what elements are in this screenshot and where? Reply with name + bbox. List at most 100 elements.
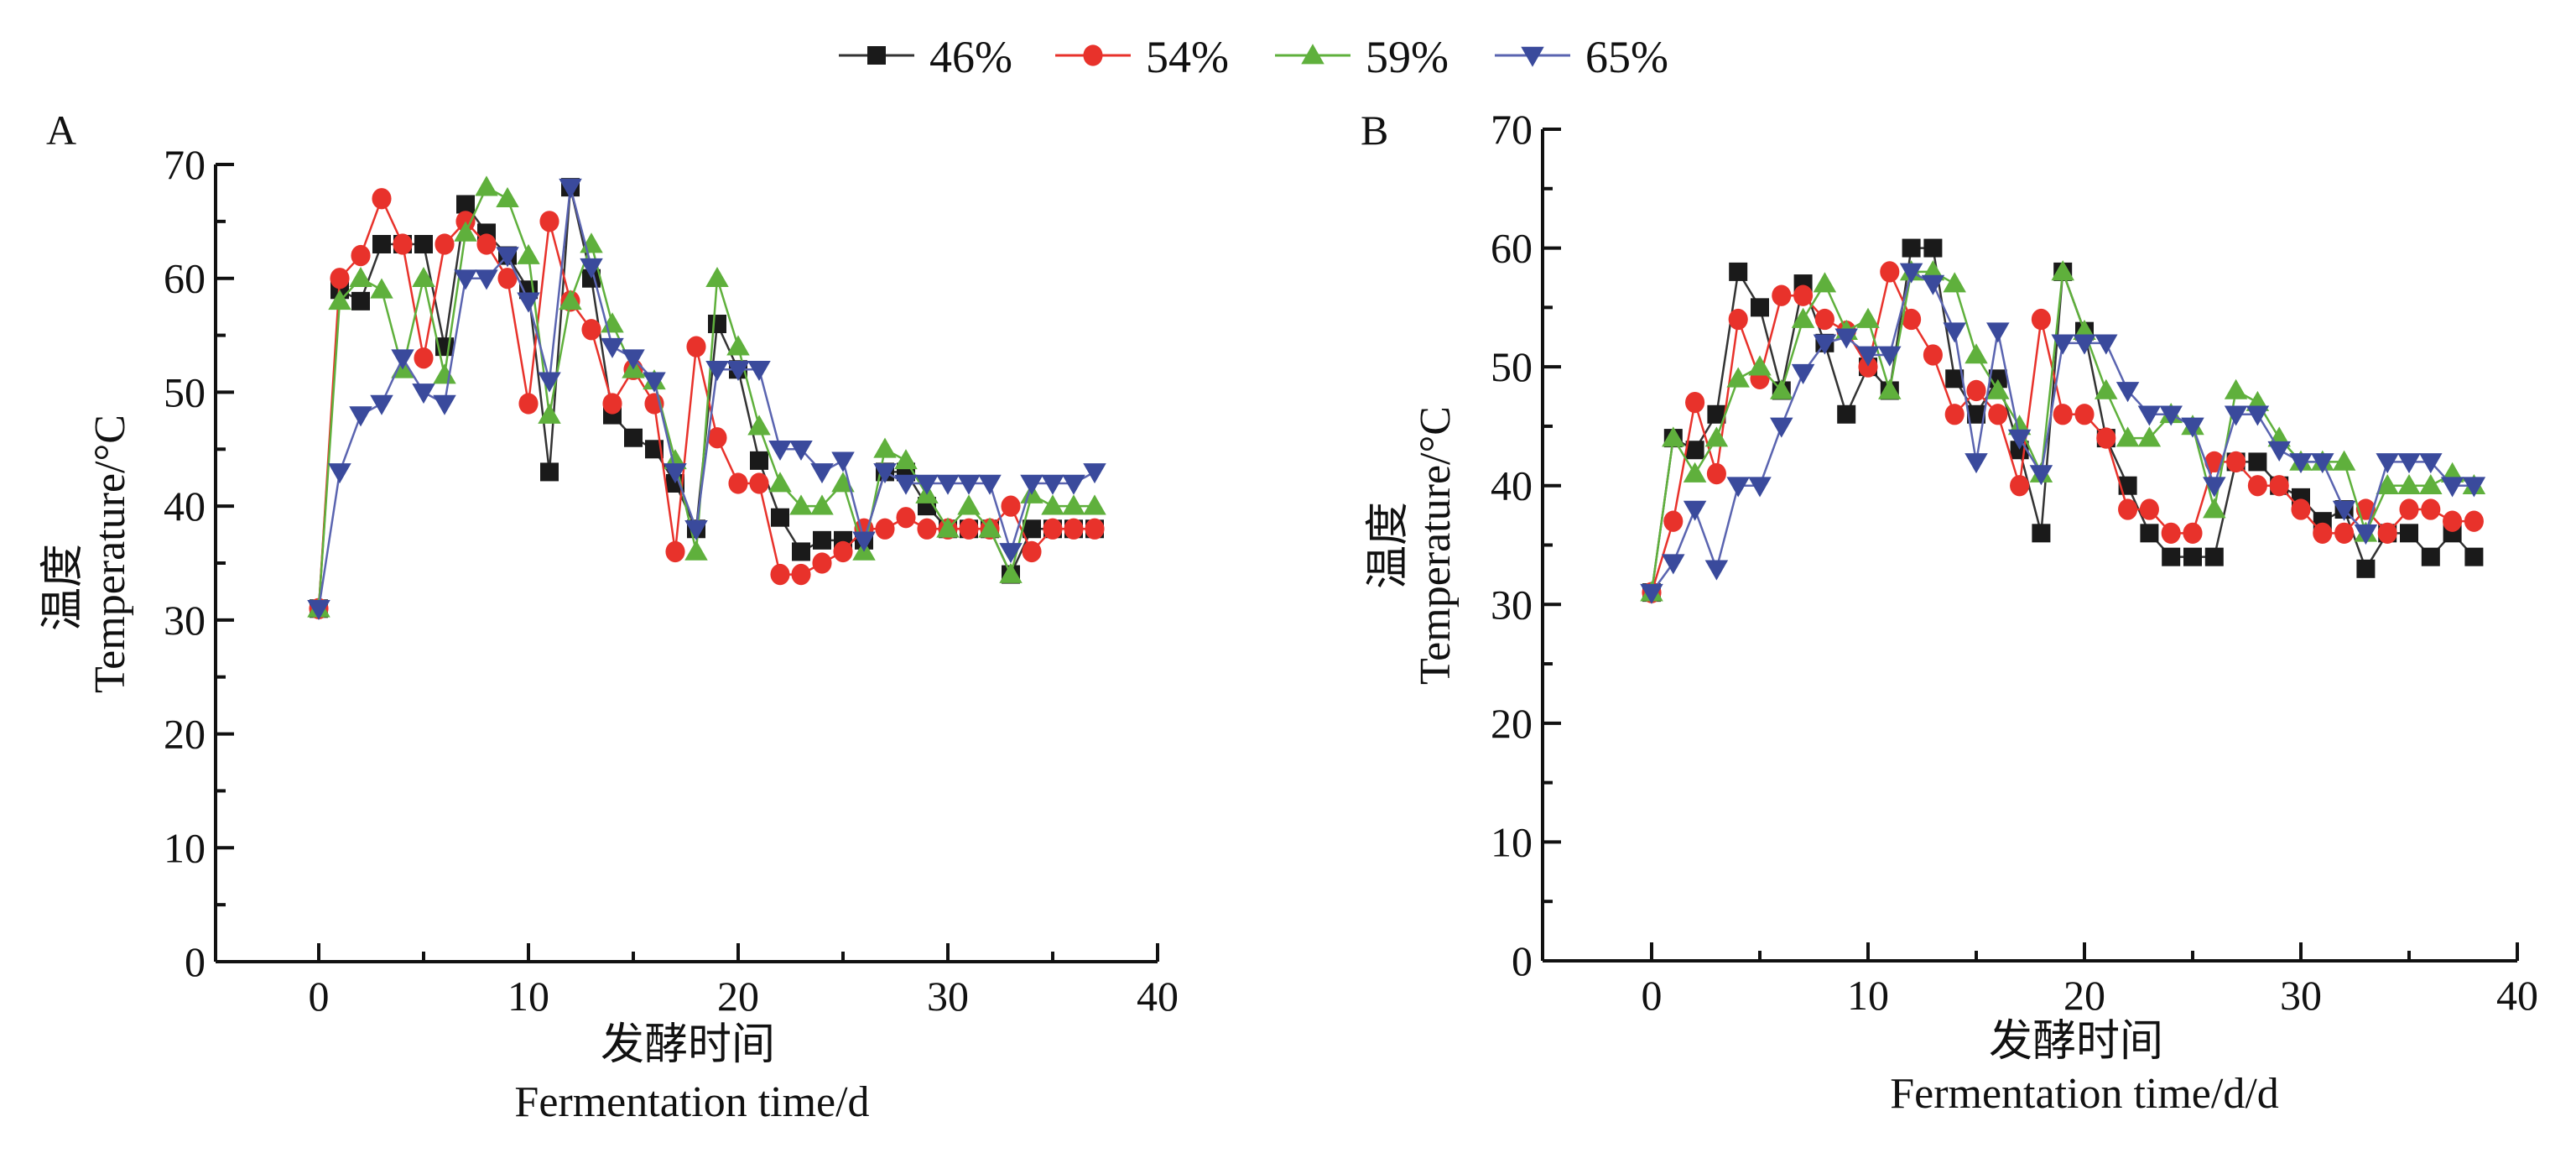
data-point: [2464, 547, 2484, 566]
x-axis-title-a: Fermentation time/d: [514, 1078, 869, 1126]
y-tick-label: 30: [1491, 581, 1533, 628]
legend-item-54pct: 54%: [1055, 32, 1229, 82]
data-point: [2137, 405, 2162, 426]
data-point: [456, 195, 475, 214]
data-point: [1062, 474, 1085, 495]
data-point: [726, 360, 750, 382]
data-point: [789, 440, 813, 462]
data-point: [1921, 274, 1945, 295]
y-tick-label: 50: [164, 368, 206, 415]
data-point: [1988, 404, 2008, 425]
x-tick-label: 0: [309, 973, 330, 1020]
data-point: [2332, 500, 2356, 521]
data-point: [2269, 475, 2289, 497]
y-tick-label: 60: [1491, 225, 1533, 272]
y-axis-title-cn-b: 温度: [1365, 502, 1413, 589]
data-point: [2137, 426, 2162, 447]
chart-panel-a: A 0 10 20 30 40 50 60 70 0 10 20 30 40 发酵时间 Fermenta…: [39, 107, 1179, 1126]
data-point: [852, 531, 876, 552]
data-point: [517, 243, 540, 264]
legend-item-46pct: 46%: [839, 32, 1012, 82]
data-point: [1966, 379, 1986, 402]
y-tick-label: 10: [1491, 818, 1533, 865]
data-point: [645, 440, 664, 459]
data-point: [2032, 524, 2051, 543]
data-point: [810, 494, 834, 515]
data-point: [2421, 498, 2441, 520]
data-point: [1683, 500, 1707, 521]
panel-label-b: B: [1361, 107, 1388, 154]
data-point: [915, 474, 939, 495]
data-point: [2377, 522, 2397, 544]
data-point: [372, 188, 392, 210]
data-point: [2376, 453, 2399, 474]
data-point: [978, 474, 1002, 495]
data-point: [894, 449, 918, 470]
data-point: [771, 508, 789, 527]
data-point: [2400, 524, 2418, 543]
data-point: [1856, 307, 1880, 328]
data-point: [2031, 308, 2051, 331]
data-point: [2095, 378, 2118, 399]
data-point: [1662, 554, 1685, 575]
data-point: [2010, 475, 2030, 497]
data-point: [475, 175, 498, 196]
x-tick-label: 10: [507, 973, 549, 1020]
data-point: [896, 507, 916, 529]
data-point: [2159, 405, 2183, 426]
data-point: [810, 463, 834, 484]
data-point: [1685, 391, 1705, 414]
data-point: [705, 266, 729, 288]
data-point: [1726, 477, 1750, 498]
x-tick-label: 30: [2280, 972, 2322, 1019]
data-point: [1726, 367, 1750, 388]
series-46pct: [310, 178, 1104, 618]
data-point: [2399, 498, 2419, 520]
data-point: [391, 349, 414, 370]
data-point: [538, 372, 561, 393]
y-axis-title-cn-a: 温度: [39, 544, 87, 631]
data-point: [1041, 494, 1064, 515]
chart-panel-b: B 0 10 20 30 40 50 60 70 0 10 20 30 40 发酵时间 Fermenta…: [1361, 106, 2538, 1118]
data-point: [2053, 404, 2073, 425]
y-tick-label: 20: [164, 711, 206, 758]
x-tick-label: 0: [1642, 972, 1663, 1019]
x-tick-label: 40: [1137, 973, 1179, 1020]
data-point: [1043, 518, 1063, 540]
x-tick-label: 10: [1847, 972, 1889, 1019]
data-point: [957, 494, 981, 515]
data-point: [792, 542, 810, 561]
data-point: [2246, 405, 2270, 426]
data-point: [1902, 238, 1921, 258]
data-point: [768, 472, 792, 493]
y-tick-label: 30: [164, 597, 206, 644]
data-point: [812, 552, 832, 574]
data-point: [2204, 547, 2224, 566]
legend-label: 46%: [929, 32, 1012, 82]
data-point: [749, 472, 769, 494]
x-tick-label: 30: [927, 973, 969, 1020]
data-point: [750, 451, 768, 470]
data-point: [873, 463, 897, 484]
data-point: [684, 540, 708, 561]
data-point: [1837, 404, 1856, 424]
data-point: [2183, 522, 2203, 544]
data-point: [643, 372, 666, 393]
data-point: [1986, 322, 2010, 343]
data-point: [2313, 522, 2333, 544]
data-point: [2161, 522, 2181, 544]
data-point: [770, 563, 790, 586]
data-point: [873, 437, 897, 458]
data-point: [372, 235, 391, 253]
data-point: [1728, 308, 1748, 331]
data-point: [1704, 560, 1729, 581]
data-point: [624, 428, 643, 447]
data-point: [2115, 382, 2140, 403]
data-point: [2462, 477, 2486, 498]
axes-a: 0 10 20 30 40 50 60 70 0 10 20 30 40: [164, 141, 1179, 1020]
data-point: [601, 337, 624, 358]
data-point: [1770, 378, 1793, 399]
data-point: [708, 315, 726, 333]
data-point: [705, 360, 729, 382]
